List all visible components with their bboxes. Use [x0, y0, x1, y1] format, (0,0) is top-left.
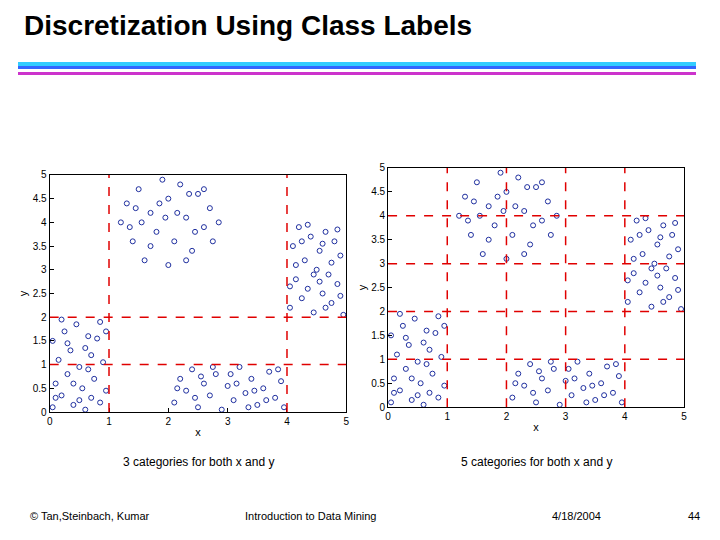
svg-text:1.5: 1.5: [33, 335, 47, 346]
svg-text:y: y: [17, 290, 29, 296]
svg-text:4: 4: [622, 411, 628, 422]
svg-text:1: 1: [444, 411, 450, 422]
svg-text:3 categories for both x and y: 3 categories for both x and y: [123, 455, 274, 469]
svg-text:5 categories for both x and y: 5 categories for both x and y: [461, 455, 612, 469]
svg-text:4: 4: [41, 217, 47, 228]
svg-text:0: 0: [41, 407, 47, 418]
svg-text:4: 4: [380, 210, 386, 221]
svg-text:0: 0: [380, 402, 386, 413]
html-text:4/18/2004: 4/18/2004: [552, 510, 601, 522]
svg-text:1.5: 1.5: [371, 330, 385, 341]
svg-text:1: 1: [380, 354, 386, 365]
svg-text:0.5: 0.5: [33, 383, 47, 394]
html-text:© Tan,Steinbach, Kumar: © Tan,Steinbach, Kumar: [30, 510, 150, 522]
svg-text:2.5: 2.5: [33, 288, 47, 299]
svg-text:2: 2: [166, 416, 172, 427]
svg-text:3: 3: [380, 258, 386, 269]
svg-text:x: x: [195, 426, 201, 438]
svg-text:3: 3: [225, 416, 231, 427]
svg-text:1: 1: [41, 359, 47, 370]
svg-text:2: 2: [380, 306, 386, 317]
svg-text:2.5: 2.5: [371, 282, 385, 293]
svg-text:0: 0: [47, 416, 53, 427]
svg-text:5: 5: [380, 162, 386, 173]
svg-text:x: x: [533, 421, 539, 433]
svg-text:y: y: [356, 284, 368, 290]
svg-text:4: 4: [284, 416, 290, 427]
html-text:44: 44: [688, 510, 701, 522]
svg-text:0.5: 0.5: [371, 378, 385, 389]
svg-text:0: 0: [385, 411, 391, 422]
svg-text:5: 5: [344, 416, 350, 427]
svg-text:3: 3: [41, 264, 47, 275]
svg-text:4.5: 4.5: [371, 186, 385, 197]
svg-text:3.5: 3.5: [33, 241, 47, 252]
svg-text:2: 2: [41, 312, 47, 323]
svg-text:1: 1: [106, 416, 112, 427]
html-text:Introduction to Data Mining: Introduction to Data Mining: [245, 510, 377, 522]
svg-text:5: 5: [681, 411, 687, 422]
svg-text:4.5: 4.5: [33, 193, 47, 204]
svg-text:2: 2: [504, 411, 510, 422]
svg-text:3: 3: [563, 411, 569, 422]
svg-text:3.5: 3.5: [371, 234, 385, 245]
svg-text:5: 5: [41, 169, 47, 180]
html-text:Discretization Using Class Lab: Discretization Using Class Labels: [24, 10, 473, 41]
